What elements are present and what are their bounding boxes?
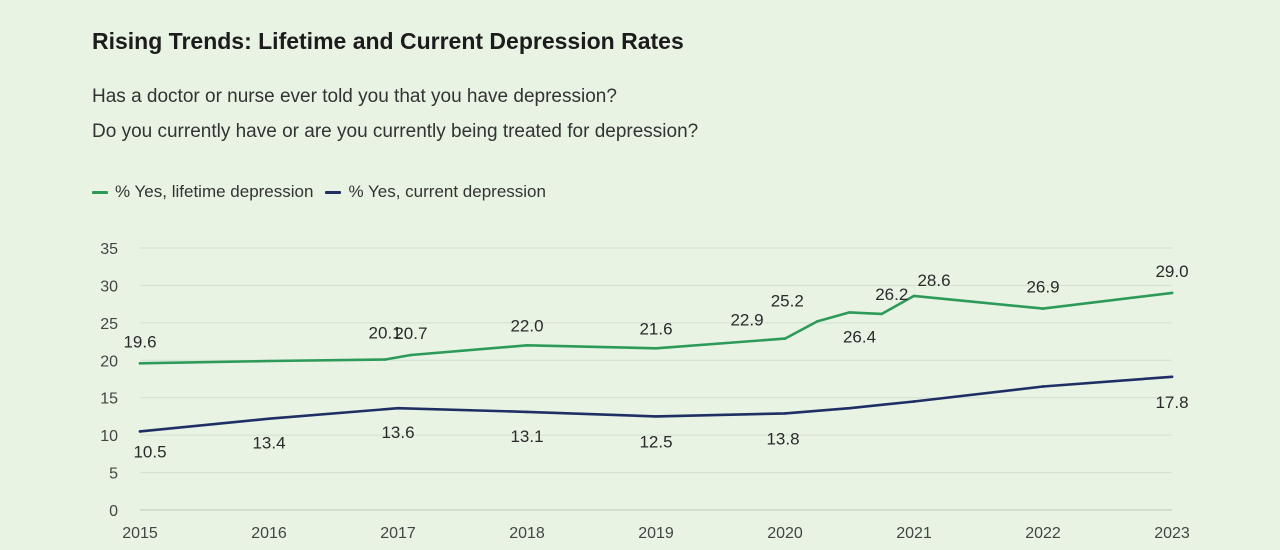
legend-item-current: % Yes, current depression bbox=[325, 182, 546, 202]
data-label: 20.1 bbox=[369, 324, 402, 343]
data-point-0-11 bbox=[1041, 307, 1045, 310]
data-label: 17.8 bbox=[1155, 393, 1188, 412]
data-label: 22.9 bbox=[730, 311, 763, 330]
data-point-1-4 bbox=[654, 415, 658, 418]
data-label: 26.9 bbox=[1026, 278, 1059, 297]
data-label: 13.6 bbox=[381, 423, 414, 442]
data-point-1-2 bbox=[396, 406, 400, 410]
data-label: 21.6 bbox=[639, 319, 672, 338]
data-point-0-0 bbox=[138, 361, 142, 365]
data-point-1-1 bbox=[267, 417, 271, 420]
y-tick-label: 0 bbox=[109, 503, 118, 520]
data-label: 13.8 bbox=[766, 429, 799, 448]
legend-label-current: % Yes, current depression bbox=[348, 182, 546, 201]
chart-legend: % Yes, lifetime depression % Yes, curren… bbox=[92, 182, 546, 202]
legend-label-lifetime: % Yes, lifetime depression bbox=[115, 182, 314, 201]
data-label: 10.5 bbox=[133, 442, 166, 461]
y-tick-label: 5 bbox=[109, 466, 118, 483]
x-tick-label: 2016 bbox=[251, 525, 287, 542]
data-label: 29.0 bbox=[1155, 262, 1188, 281]
data-label: 25.2 bbox=[771, 291, 804, 310]
data-point-0-12 bbox=[1170, 291, 1174, 295]
x-tick-label: 2023 bbox=[1154, 525, 1190, 542]
data-point-0-10 bbox=[912, 294, 916, 298]
data-label: 19.6 bbox=[123, 332, 156, 351]
y-tick-label: 30 bbox=[100, 278, 118, 295]
y-tick-label: 15 bbox=[100, 391, 118, 408]
data-label: 12.5 bbox=[639, 432, 672, 451]
data-point-1-5 bbox=[783, 412, 787, 415]
x-tick-label: 2017 bbox=[380, 525, 416, 542]
data-point-0-4 bbox=[525, 344, 529, 347]
x-tick-label: 2020 bbox=[767, 525, 803, 542]
legend-item-lifetime: % Yes, lifetime depression bbox=[92, 182, 313, 202]
x-tick-label: 2022 bbox=[1025, 525, 1061, 542]
y-tick-label: 10 bbox=[100, 428, 118, 445]
chart-title: Rising Trends: Lifetime and Current Depr… bbox=[92, 28, 684, 54]
data-point-1-3 bbox=[525, 410, 529, 414]
data-point-0-2 bbox=[383, 358, 387, 361]
x-tick-label: 2021 bbox=[896, 525, 932, 542]
data-label: 28.6 bbox=[917, 271, 950, 290]
data-point-0-7 bbox=[815, 320, 819, 323]
data-label: 13.1 bbox=[510, 427, 543, 446]
data-point-0-1 bbox=[267, 359, 271, 363]
data-point-0-5 bbox=[654, 347, 658, 350]
x-tick-label: 2019 bbox=[638, 525, 674, 542]
data-label: 13.4 bbox=[252, 434, 285, 453]
y-tick-label: 25 bbox=[100, 316, 118, 333]
data-label: 22.0 bbox=[510, 316, 543, 335]
legend-swatch-current bbox=[325, 190, 342, 194]
data-point-1-7 bbox=[912, 400, 916, 403]
data-point-1-6 bbox=[848, 406, 851, 410]
data-point-0-6 bbox=[783, 337, 787, 340]
data-label: 20.7 bbox=[394, 324, 427, 343]
chart-subtitle-lifetime-question: Has a doctor or nurse ever told you that… bbox=[92, 86, 617, 107]
data-point-1-8 bbox=[1041, 385, 1045, 388]
data-point-1-9 bbox=[1170, 375, 1174, 379]
y-tick-label: 35 bbox=[100, 241, 118, 258]
x-tick-label: 2018 bbox=[509, 525, 545, 542]
legend-swatch-lifetime bbox=[92, 190, 108, 194]
chart-subtitle-current-question: Do you currently have or are you current… bbox=[92, 121, 699, 142]
data-point-1-0 bbox=[138, 430, 142, 433]
data-point-0-3 bbox=[409, 353, 413, 357]
data-label: 26.4 bbox=[843, 327, 876, 346]
data-point-0-9 bbox=[880, 312, 884, 316]
series-line-1 bbox=[138, 375, 1174, 433]
y-tick-label: 20 bbox=[100, 353, 118, 370]
data-point-0-8 bbox=[848, 311, 851, 314]
data-label: 26.2 bbox=[875, 285, 908, 304]
x-tick-label: 2015 bbox=[122, 525, 158, 542]
